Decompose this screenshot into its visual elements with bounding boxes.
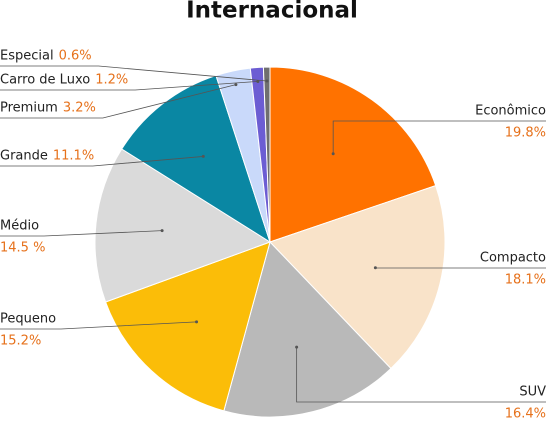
- leader-dot: [256, 79, 260, 83]
- leader-dot: [201, 154, 205, 158]
- value-label: 14.5 %: [0, 241, 45, 256]
- leader-line: [0, 156, 204, 167]
- leader-line: [0, 65, 268, 82]
- leader-dot: [195, 320, 199, 324]
- slice-label: Grande: [0, 149, 48, 164]
- pie-slice: [94, 148, 272, 303]
- leader-dot: [331, 152, 335, 156]
- leader-line: [296, 347, 546, 403]
- leader-dot: [160, 229, 164, 233]
- value-label: 19.8%: [505, 126, 546, 141]
- leader-dot: [234, 83, 238, 87]
- slice-label: SUV: [519, 385, 546, 400]
- value-label: 15.2%: [0, 334, 41, 349]
- slice-label: Especial: [0, 49, 54, 64]
- pie-slice: [269, 66, 437, 243]
- leader-line: [0, 321, 197, 330]
- slice-label: Econômico: [475, 104, 546, 119]
- leader-line: [0, 81, 258, 91]
- pie-slice: [269, 184, 446, 370]
- pie-slice: [121, 74, 271, 244]
- value-label: 11.1%: [53, 149, 94, 164]
- value-label: 18.1%: [505, 273, 546, 288]
- leader-line: [0, 230, 163, 237]
- slice-label: Médio: [0, 219, 39, 234]
- leader-line: [0, 84, 236, 119]
- value-label: 16.4%: [505, 407, 546, 422]
- slice-label: Pequeno: [0, 312, 56, 327]
- leader-dot: [373, 266, 377, 270]
- slice-label: Premium: [0, 101, 58, 116]
- pie-slice: [223, 241, 392, 418]
- chart-title: Internacional: [186, 0, 358, 24]
- slice-label: Compacto: [480, 251, 546, 266]
- pie-slice: [104, 241, 271, 412]
- value-label: 3.2%: [63, 101, 96, 116]
- slice-label: Carro de Luxo: [0, 73, 90, 88]
- leader-line: [332, 120, 546, 154]
- value-label: 1.2%: [95, 73, 128, 88]
- leader-dot: [265, 79, 269, 83]
- leader-dot: [295, 345, 299, 349]
- value-label: 0.6%: [59, 49, 92, 64]
- pie-slice: [262, 66, 271, 243]
